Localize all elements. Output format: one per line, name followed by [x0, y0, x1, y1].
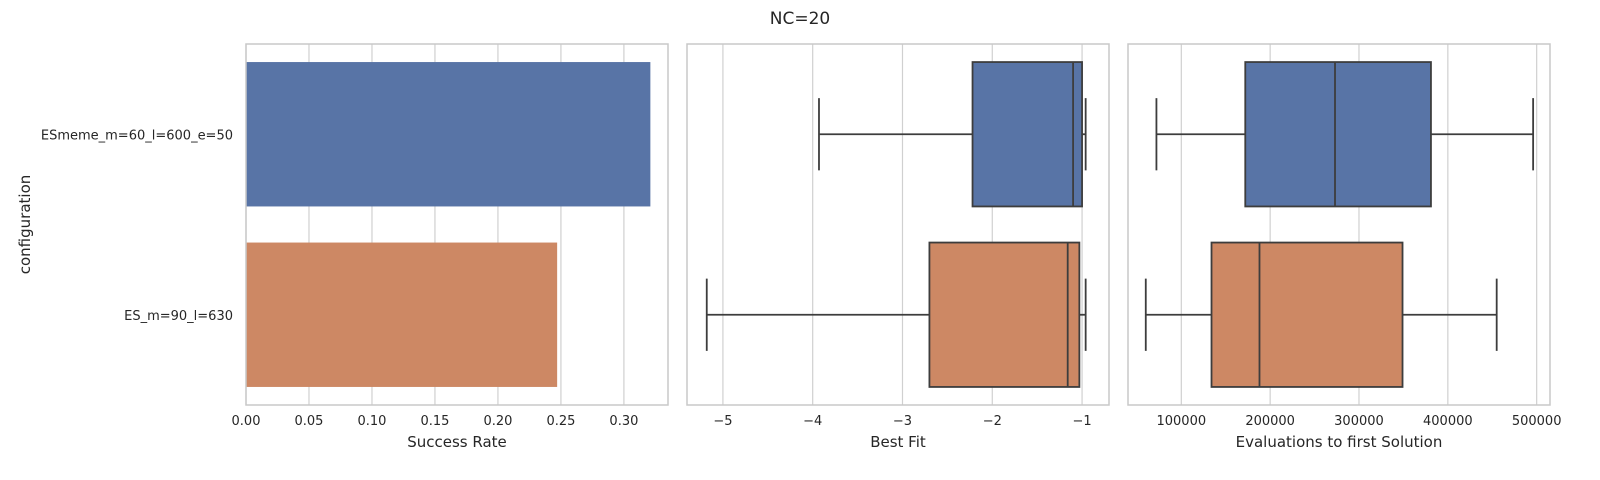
boxplot-1: [705, 241, 1087, 388]
y-axis-label: configuration: [16, 175, 34, 275]
x-tick-label: 0.20: [483, 414, 512, 429]
axes-frame: [245, 43, 669, 406]
x-tick-label: −5: [713, 414, 732, 429]
axes-frame: [686, 43, 1110, 406]
bar-1: [246, 242, 558, 387]
success-rate-panel: 0.00 0.05 0.10 0.15 0.20 0.25 0.30 Success Rate…: [16, 43, 669, 451]
x-tick-label: −2: [983, 414, 1002, 429]
evaluations-panel: 100000 200000 300000 400000 500000 Evaluation…: [1127, 43, 1562, 451]
x-axis-label: Evaluations to first Solution: [1236, 433, 1443, 451]
box-iqr: [1244, 61, 1432, 208]
x-axis-label: Success Rate: [407, 433, 507, 451]
x-axis-label: Best Fit: [870, 433, 926, 451]
x-tick-label: 0.05: [295, 414, 324, 429]
figure-suptitle: NC=20: [770, 9, 830, 29]
x-tick-label: 0.00: [232, 414, 261, 429]
axes-frame: [1127, 43, 1551, 406]
x-tick-label: −1: [1072, 414, 1091, 429]
x-tick-label: 100000: [1156, 414, 1206, 429]
x-tick-label: 0.15: [420, 414, 449, 429]
best-fit-panel: −5 −4 −3 −2 −1 Best Fit: [686, 43, 1110, 451]
box-iqr: [1210, 241, 1404, 388]
x-tick-label: 0.30: [609, 414, 638, 429]
y-tick-label: ES_m=90_l=630: [124, 309, 233, 324]
x-tick-label: 500000: [1512, 414, 1562, 429]
y-tick-label: ESmeme_m=60_l=600_e=50: [41, 128, 233, 143]
x-tick-label: 400000: [1423, 414, 1473, 429]
bar-0: [246, 62, 651, 207]
x-tick-label: 200000: [1245, 414, 1295, 429]
x-tick-label: 0.25: [546, 414, 575, 429]
x-tick-label: 300000: [1334, 414, 1384, 429]
x-tick-label: −4: [803, 414, 822, 429]
box-iqr: [971, 61, 1083, 208]
x-tick-label: 0.10: [357, 414, 386, 429]
boxplot-0: [818, 61, 1087, 208]
x-tick-label: −3: [893, 414, 912, 429]
boxplot-1: [1144, 241, 1498, 388]
box-iqr: [928, 241, 1081, 388]
boxplot-0: [1155, 61, 1535, 208]
